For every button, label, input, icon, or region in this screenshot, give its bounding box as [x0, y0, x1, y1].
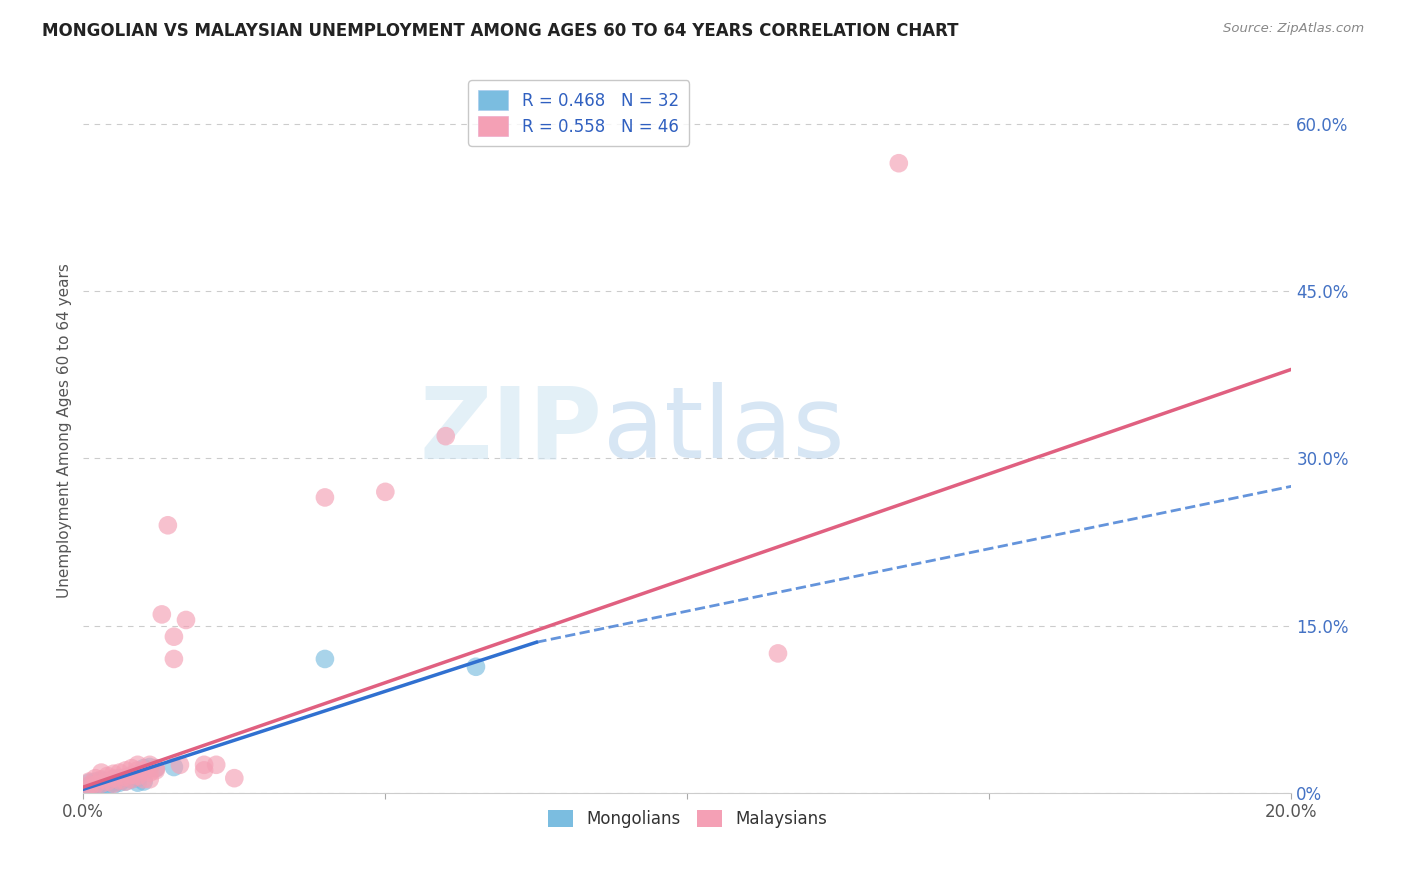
Point	[174, 613, 197, 627]
Point	[114, 770, 136, 784]
Point	[114, 764, 136, 778]
Point	[163, 630, 186, 644]
Point	[84, 774, 107, 789]
Point	[127, 771, 149, 785]
Point	[132, 764, 155, 778]
Point	[90, 772, 112, 787]
Point	[139, 760, 162, 774]
Point	[127, 775, 149, 789]
Point	[84, 778, 107, 792]
Point	[96, 779, 118, 793]
Point	[145, 764, 167, 778]
Point	[108, 771, 131, 785]
Point	[145, 761, 167, 775]
Point	[79, 781, 101, 796]
Point	[114, 774, 136, 789]
Point	[127, 764, 149, 778]
Point	[84, 771, 107, 785]
Point	[90, 773, 112, 788]
Point	[766, 647, 789, 661]
Point	[121, 772, 143, 787]
Point	[103, 777, 125, 791]
Point	[121, 761, 143, 775]
Point	[163, 760, 186, 774]
Point	[205, 757, 228, 772]
Point	[465, 659, 488, 673]
Point	[90, 765, 112, 780]
Point	[121, 768, 143, 782]
Point	[434, 429, 457, 443]
Point	[132, 761, 155, 775]
Point	[90, 778, 112, 792]
Point	[90, 775, 112, 789]
Point	[887, 156, 910, 170]
Point	[374, 484, 396, 499]
Point	[193, 757, 215, 772]
Point	[108, 775, 131, 789]
Point	[103, 775, 125, 789]
Point	[121, 769, 143, 783]
Point	[103, 778, 125, 792]
Point	[103, 766, 125, 780]
Point	[127, 757, 149, 772]
Point	[79, 781, 101, 796]
Point	[96, 769, 118, 783]
Point	[224, 771, 246, 785]
Legend: Mongolians, Malaysians: Mongolians, Malaysians	[541, 804, 834, 835]
Point	[84, 778, 107, 792]
Point	[79, 779, 101, 793]
Y-axis label: Unemployment Among Ages 60 to 64 years: Unemployment Among Ages 60 to 64 years	[58, 263, 72, 598]
Point	[139, 772, 162, 787]
Point	[139, 765, 162, 780]
Point	[121, 772, 143, 787]
Point	[163, 652, 186, 666]
Point	[150, 607, 173, 622]
Point	[108, 765, 131, 780]
Point	[127, 769, 149, 783]
Point	[103, 771, 125, 785]
Text: atlas: atlas	[603, 382, 845, 479]
Point	[314, 491, 336, 505]
Point	[139, 757, 162, 772]
Point	[79, 775, 101, 789]
Point	[114, 771, 136, 785]
Text: Source: ZipAtlas.com: Source: ZipAtlas.com	[1223, 22, 1364, 36]
Point	[108, 773, 131, 788]
Point	[79, 774, 101, 789]
Point	[132, 774, 155, 789]
Point	[114, 774, 136, 789]
Point	[96, 774, 118, 789]
Point	[96, 774, 118, 789]
Point	[145, 761, 167, 775]
Point	[108, 773, 131, 788]
Point	[132, 772, 155, 787]
Point	[90, 777, 112, 791]
Point	[84, 782, 107, 797]
Point	[193, 764, 215, 778]
Point	[90, 780, 112, 794]
Point	[79, 778, 101, 792]
Text: ZIP: ZIP	[420, 382, 603, 479]
Point	[79, 783, 101, 797]
Point	[156, 518, 179, 533]
Point	[314, 652, 336, 666]
Point	[169, 757, 191, 772]
Text: MONGOLIAN VS MALAYSIAN UNEMPLOYMENT AMONG AGES 60 TO 64 YEARS CORRELATION CHART: MONGOLIAN VS MALAYSIAN UNEMPLOYMENT AMON…	[42, 22, 959, 40]
Point	[103, 772, 125, 787]
